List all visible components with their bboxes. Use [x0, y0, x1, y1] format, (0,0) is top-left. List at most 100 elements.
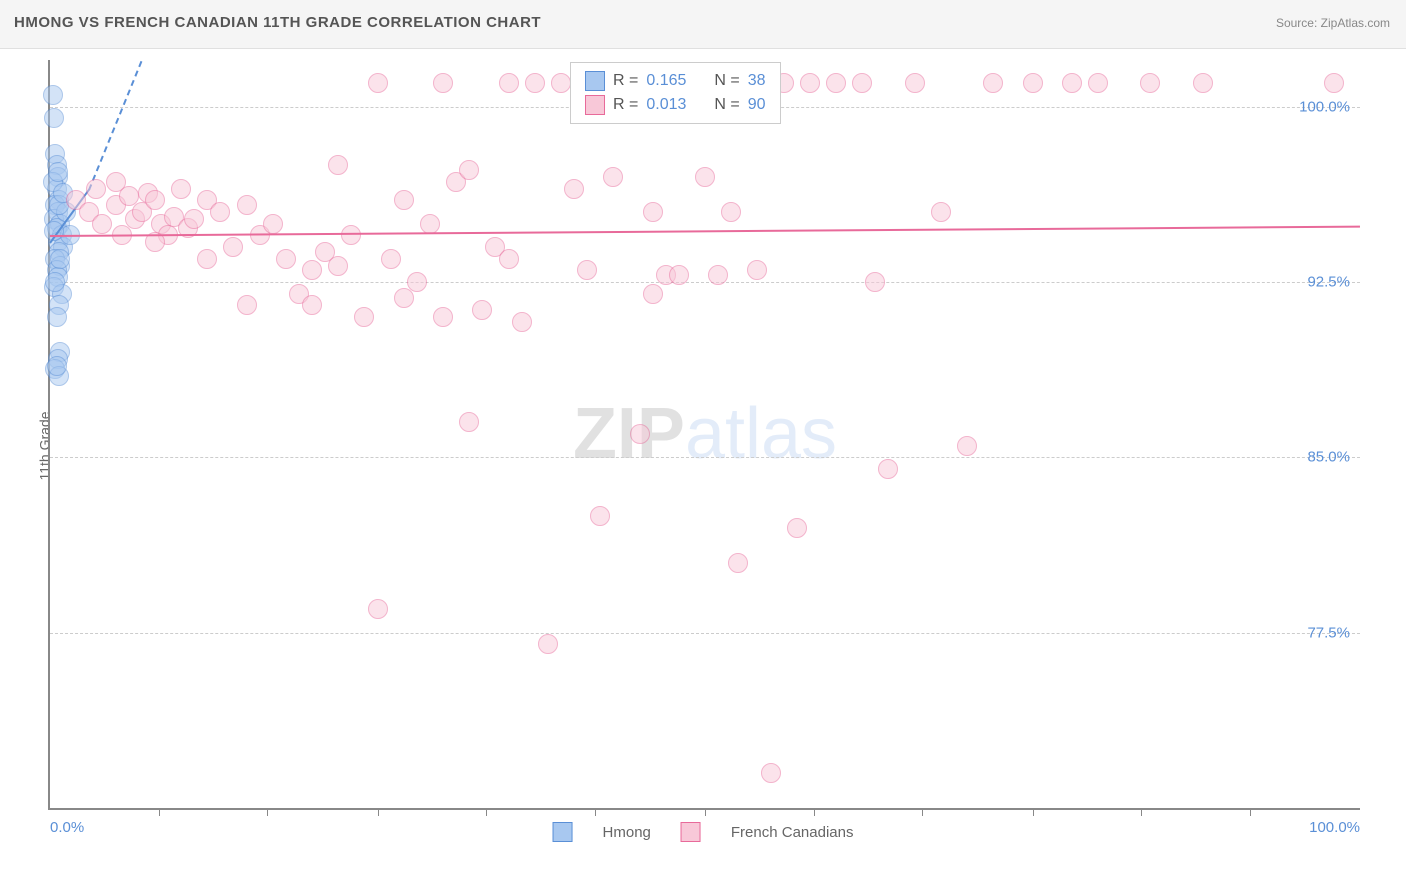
grid-line [50, 282, 1360, 283]
stats-legend-row: R = 0.165 N = 38 [585, 69, 766, 93]
data-point [420, 214, 440, 234]
stats-legend-row: R =0.013N =90 [585, 93, 766, 117]
data-point [512, 312, 532, 332]
data-point [43, 85, 63, 105]
data-point [407, 272, 427, 292]
y-tick-label: 85.0% [1307, 449, 1350, 466]
data-point [341, 225, 361, 245]
data-point [931, 202, 951, 222]
r-label: R = [613, 69, 638, 93]
data-point [48, 162, 68, 182]
data-point [590, 506, 610, 526]
x-tick [1033, 808, 1034, 816]
data-point [368, 599, 388, 619]
r-label: R = [613, 93, 638, 117]
n-label: N = [714, 69, 739, 93]
data-point [302, 295, 322, 315]
trend-line [50, 226, 1360, 237]
data-point [761, 763, 781, 783]
bottom-legend: Hmong French Canadians [553, 822, 854, 842]
r-value: 0.013 [646, 93, 686, 117]
x-tick [922, 808, 923, 816]
x-tick [486, 808, 487, 816]
scatter-plot-area: ZIPatlas 77.5%85.0%92.5%100.0%0.0%100.0%… [48, 60, 1360, 810]
data-point [47, 307, 67, 327]
data-point [44, 108, 64, 128]
y-tick-label: 92.5% [1307, 274, 1350, 291]
legend-swatch-hmong [553, 822, 573, 842]
data-point [223, 237, 243, 257]
data-point [197, 249, 217, 269]
source-label: Source: ZipAtlas.com [1276, 16, 1390, 30]
data-point [643, 284, 663, 304]
data-point [328, 155, 348, 175]
legend-label-hmong: Hmong [603, 824, 651, 841]
data-point [878, 459, 898, 479]
data-point [630, 424, 650, 444]
data-point [499, 249, 519, 269]
data-point [1324, 73, 1344, 93]
data-point [603, 167, 623, 187]
stats-legend: R =0.165N =38R =0.013N =90 [570, 62, 781, 124]
y-tick-label: 100.0% [1299, 98, 1350, 115]
data-point [499, 73, 519, 93]
data-point [381, 249, 401, 269]
data-point [184, 209, 204, 229]
data-point [983, 73, 1003, 93]
data-point [459, 160, 479, 180]
data-point [145, 190, 165, 210]
data-point [865, 272, 885, 292]
data-point [459, 412, 479, 432]
data-point [551, 73, 571, 93]
data-point [1140, 73, 1160, 93]
data-point [433, 307, 453, 327]
x-tick [1250, 808, 1251, 816]
r-value: 0.165 [646, 69, 686, 93]
x-tick-label-min: 0.0% [50, 819, 84, 836]
x-tick [595, 808, 596, 816]
watermark: ZIPatlas [573, 393, 837, 475]
data-point [433, 73, 453, 93]
trend-line-extrapolation [88, 61, 142, 190]
data-point [237, 195, 257, 215]
data-point [276, 249, 296, 269]
data-point [1023, 73, 1043, 93]
data-point [92, 214, 112, 234]
data-point [728, 553, 748, 573]
data-point [237, 295, 257, 315]
data-point [826, 73, 846, 93]
legend-swatch-french [681, 822, 701, 842]
data-point [721, 202, 741, 222]
data-point [1193, 73, 1213, 93]
data-point [643, 202, 663, 222]
data-point [577, 260, 597, 280]
data-point [1062, 73, 1082, 93]
x-tick [378, 808, 379, 816]
chart-title: HMONG VS FRENCH CANADIAN 11TH GRADE CORR… [14, 14, 541, 31]
x-tick [159, 808, 160, 816]
data-point [852, 73, 872, 93]
chart-header: HMONG VS FRENCH CANADIAN 11TH GRADE CORR… [0, 0, 1406, 49]
data-point [564, 179, 584, 199]
x-tick [1141, 808, 1142, 816]
x-tick [267, 808, 268, 816]
data-point [50, 249, 70, 269]
data-point [47, 356, 67, 376]
watermark-atlas: atlas [685, 394, 837, 474]
data-point [525, 73, 545, 93]
data-point [787, 518, 807, 538]
data-point [368, 73, 388, 93]
n-value: 38 [748, 69, 766, 93]
data-point [538, 634, 558, 654]
legend-label-french: French Canadians [731, 824, 854, 841]
grid-line [50, 457, 1360, 458]
data-point [354, 307, 374, 327]
legend-swatch-icon [585, 71, 605, 91]
data-point [957, 436, 977, 456]
data-point [328, 256, 348, 276]
data-point [171, 179, 191, 199]
x-tick [814, 808, 815, 816]
data-point [302, 260, 322, 280]
y-tick-label: 77.5% [1307, 624, 1350, 641]
data-point [472, 300, 492, 320]
